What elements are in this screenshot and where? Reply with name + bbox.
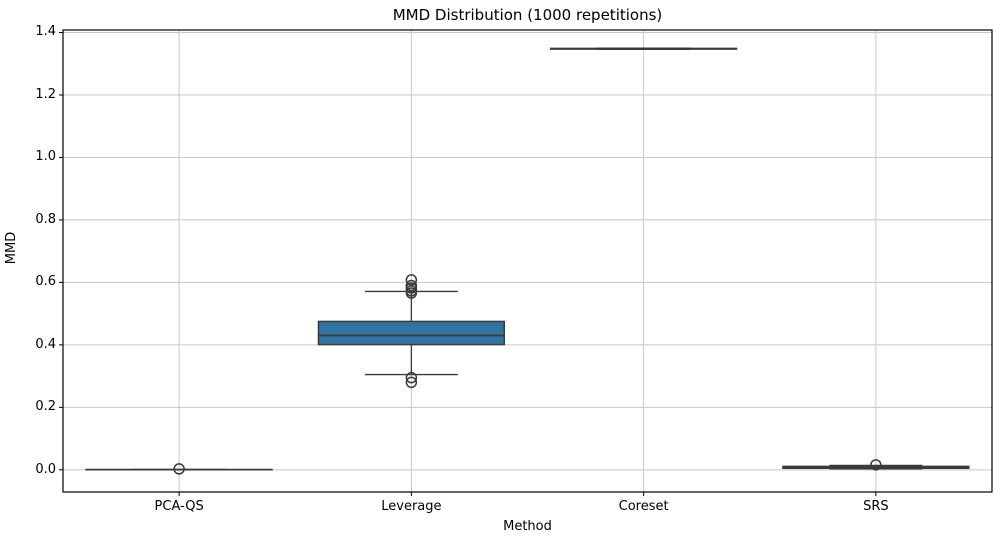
x-tick-label: SRS — [863, 499, 889, 514]
y-tick-label: 0.4 — [35, 336, 56, 352]
outlier-marker — [405, 274, 418, 286]
outlier-marker — [405, 371, 418, 384]
y-tick-label: 0.0 — [35, 461, 56, 477]
x-tick-label: Coreset — [618, 499, 669, 514]
x-tick-label: PCA-QS — [154, 499, 204, 514]
outlier-marker — [870, 459, 882, 471]
y-tick-label: 1.4 — [35, 24, 56, 40]
y-tick-label: 1.2 — [35, 86, 56, 102]
outlier-marker — [405, 376, 418, 389]
chart-title: MMD Distribution (1000 repetitions) — [392, 6, 663, 24]
y-tick-label: 0.2 — [35, 399, 56, 415]
axes-spines — [62, 29, 993, 493]
y-tick-label: 1.0 — [35, 149, 56, 165]
outlier-marker — [405, 287, 418, 299]
iqr-box-leverage — [317, 320, 506, 346]
x-axis-label: Method — [503, 519, 552, 534]
y-tick-label: 0.6 — [35, 274, 56, 290]
x-tick-label: Leverage — [381, 499, 442, 514]
outlier-marker — [173, 463, 185, 475]
y-tick-label: 0.8 — [35, 211, 56, 227]
